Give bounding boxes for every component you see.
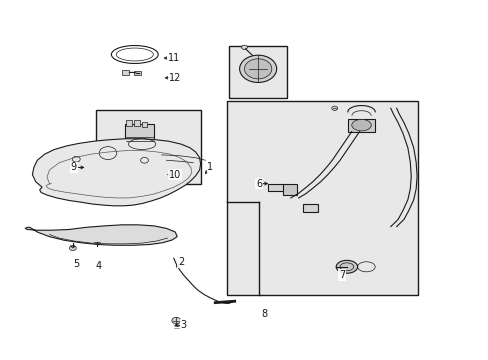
Text: 2: 2 [178, 257, 184, 267]
Polygon shape [32, 139, 200, 206]
Ellipse shape [351, 120, 370, 131]
Bar [134, 71, 141, 75]
Ellipse shape [331, 106, 337, 111]
Text: 9: 9 [71, 162, 77, 172]
Ellipse shape [239, 55, 276, 82]
Text: 11: 11 [167, 53, 180, 63]
Polygon shape [25, 225, 177, 245]
Text: 4: 4 [95, 261, 101, 271]
Bar [282, 184, 297, 195]
Ellipse shape [171, 318, 180, 324]
Bar [303, 204, 317, 212]
Text: 8: 8 [261, 310, 266, 319]
Bar [227, 101, 417, 295]
Bar [134, 120, 140, 126]
Text: 5: 5 [73, 259, 79, 269]
Bar [267, 184, 283, 192]
Bar [96, 110, 200, 184]
Bar [347, 119, 374, 132]
Text: 1: 1 [207, 162, 213, 172]
Text: 12: 12 [169, 73, 181, 83]
Ellipse shape [244, 59, 271, 79]
Ellipse shape [69, 246, 76, 251]
Text: 6: 6 [256, 179, 262, 189]
Bar [122, 70, 129, 75]
Ellipse shape [241, 45, 247, 49]
Ellipse shape [335, 260, 357, 273]
Bar [126, 120, 132, 126]
Text: 3: 3 [180, 320, 186, 330]
Text: 7: 7 [338, 270, 345, 280]
Bar [125, 125, 154, 158]
Text: 10: 10 [169, 170, 181, 180]
Bar [142, 122, 147, 127]
Bar [228, 45, 287, 98]
